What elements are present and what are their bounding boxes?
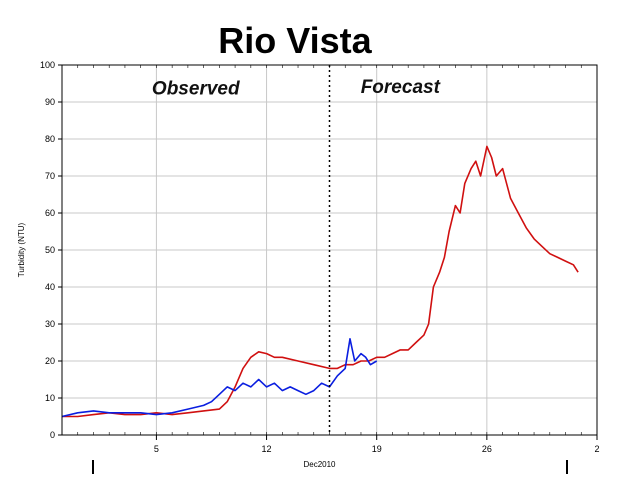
- x-tick-label: 26: [482, 444, 492, 454]
- annotation-label: Observed: [152, 79, 240, 100]
- y-tick-label: 90: [45, 97, 55, 107]
- series-layer: [61, 145, 579, 418]
- chart-title: Rio Vista: [0, 20, 590, 62]
- labels: 0 10 20 30 40 50 60 70 80 90 100 5 12 19 26 2 Observed Fo…: [17, 60, 600, 469]
- x-axis-label: Dec2010: [303, 460, 336, 469]
- plot-frame: [61, 64, 598, 436]
- y-tick-label: 0: [50, 430, 55, 440]
- axes: [58, 64, 598, 474]
- series-line-1: [61, 338, 378, 418]
- y-tick-label: 40: [45, 282, 55, 292]
- y-tick-label: 80: [45, 134, 55, 144]
- y-tick-label: 20: [45, 356, 55, 366]
- chart-title-text: Rio Vista: [218, 20, 372, 61]
- x-tick-label: 2: [594, 444, 599, 454]
- y-axis-label: Turbidity (NTU): [17, 222, 26, 277]
- x-tick-label: 5: [154, 444, 159, 454]
- series-line-0: [62, 145, 579, 418]
- x-tick-label: 19: [372, 444, 382, 454]
- y-tick-label: 30: [45, 319, 55, 329]
- y-tick-label: 100: [40, 60, 55, 70]
- y-tick-label: 70: [45, 171, 55, 181]
- y-tick-label: 10: [45, 393, 55, 403]
- y-tick-label: 50: [45, 245, 55, 255]
- y-tick-label: 60: [45, 208, 55, 218]
- annotation-label: Forecast: [361, 77, 441, 98]
- x-tick-label: 12: [262, 444, 272, 454]
